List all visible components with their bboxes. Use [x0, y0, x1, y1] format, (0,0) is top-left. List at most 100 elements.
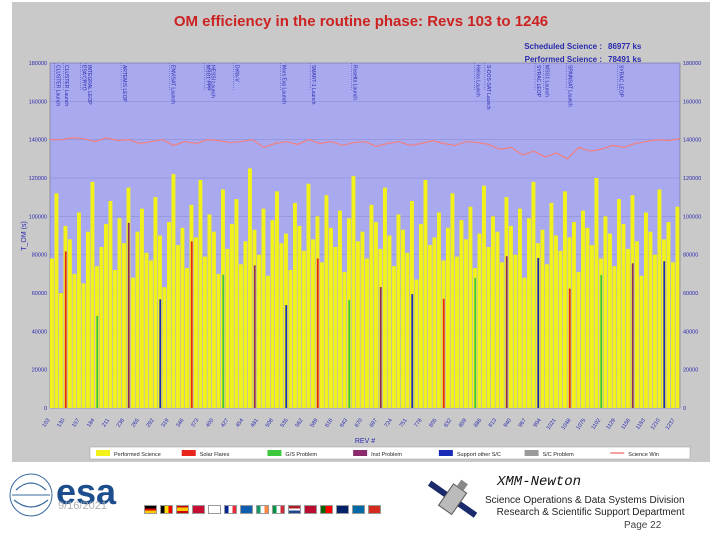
performed-science-bar	[527, 218, 531, 408]
y-tick-label: 60000	[32, 291, 47, 297]
performed-science-bar	[612, 266, 617, 408]
performed-science-bar	[198, 179, 203, 408]
event-label: S-DOS-SAT Launch	[485, 65, 491, 110]
x-tick-label: 1102	[591, 418, 603, 431]
performed-science-bar	[576, 271, 581, 408]
legend-swatch	[96, 450, 110, 456]
x-tick-label: 913	[488, 418, 498, 429]
x-tick-label: 1129	[605, 418, 617, 431]
performed-science-bar	[117, 218, 122, 408]
science-win-line-layer	[50, 137, 681, 160]
legend-label: Performed Science	[114, 452, 161, 458]
performed-science-bar	[414, 279, 419, 408]
performed-science-bar	[207, 214, 212, 408]
performed-science-bar	[225, 248, 230, 408]
performed-science-bar	[432, 237, 437, 408]
x-tick-label: 994	[533, 418, 543, 429]
y-axis-label: T_OM (s)	[21, 221, 28, 251]
performed-science-bar	[90, 181, 95, 408]
x-tick-label: 157	[71, 418, 81, 429]
performed-science-bar	[455, 256, 459, 408]
y2-tick-label: 140000	[683, 138, 701, 144]
performed-science-bar	[639, 275, 644, 408]
performed-science-bar	[450, 193, 455, 408]
performed-science-bar	[77, 212, 81, 408]
performed-science-bar	[279, 243, 284, 408]
legend-label: G/S Problem	[285, 452, 317, 458]
legend: Performed Science Solar Flares G/S Problem…	[89, 446, 691, 460]
performed-science-bar	[333, 247, 338, 408]
x-tick-label: 238	[116, 418, 126, 429]
interruption-bar	[159, 299, 162, 408]
performed-science-bar	[153, 197, 158, 408]
performed-science-bar	[495, 231, 500, 408]
performed-science-bar	[329, 227, 333, 408]
x-tick-label: 130	[56, 418, 66, 429]
performed-science-bar	[428, 245, 432, 408]
interruption-bar	[631, 263, 634, 408]
x-tick-label: 184	[86, 418, 96, 429]
performed-science-bar	[509, 225, 513, 408]
interruption-bar	[663, 261, 666, 408]
event-label: Rosetta Launch	[351, 65, 357, 100]
x-tick-label: 940	[503, 418, 513, 429]
performed-science-bar	[477, 233, 482, 408]
legend-swatch	[438, 450, 453, 456]
performed-science-bar	[369, 204, 374, 408]
event-label: SMART-1 Launch	[310, 65, 316, 105]
performed-science-bar	[617, 199, 621, 408]
performed-science-bar	[621, 224, 626, 408]
performed-science-bar	[590, 245, 594, 408]
y2-tick-label: 60000	[683, 291, 698, 297]
performed-science-bar	[59, 293, 63, 408]
flag-icon	[368, 505, 381, 514]
division-line-1: Science Operations & Data Systems Divisi…	[485, 495, 685, 506]
x-tick-label: 1021	[546, 418, 558, 431]
performed-science-bar	[387, 235, 392, 408]
esa-logo-text: esa	[56, 471, 117, 512]
flag-icon	[256, 505, 269, 514]
performed-science-bar	[50, 258, 54, 408]
performed-value: 78491 ks	[608, 55, 642, 64]
legend-label: Science Win	[628, 452, 659, 458]
performed-science-bar	[464, 239, 468, 408]
mission-name: XMM-Newton	[497, 474, 582, 490]
performed-science-bar	[234, 199, 239, 408]
science-win-line	[50, 137, 681, 160]
x-tick-label: 400	[205, 418, 215, 429]
y-tick-label: 100000	[29, 214, 47, 220]
event-label: SPAINSAT Launch	[566, 65, 572, 107]
performed-science-bar	[216, 273, 221, 408]
chart-frame: OM efficiency in the routine phase: Revs…	[12, 2, 710, 462]
event-label: Mars Exp Launch	[280, 65, 286, 104]
flag-icon	[272, 505, 285, 514]
y-tick-label: 180000	[29, 61, 47, 67]
x-tick-label: 967	[518, 418, 528, 429]
performed-label: Performed Science :	[525, 55, 602, 64]
performed-science-bar	[518, 208, 522, 408]
flag-icon	[288, 505, 301, 514]
y2-tick-label: 100000	[683, 214, 701, 220]
x-tick-label: 1210	[650, 418, 662, 431]
performed-science-bar	[302, 250, 306, 408]
event-label: Helios Launch	[474, 65, 480, 97]
performed-science-bar	[522, 277, 527, 408]
interruption-bar	[348, 299, 351, 408]
performed-science-bar	[581, 210, 585, 408]
interruption-bar	[190, 241, 193, 408]
performed-science-bar	[365, 258, 369, 408]
performed-science-bar	[144, 252, 149, 408]
legend-swatch	[181, 450, 196, 456]
flag-icon	[176, 505, 189, 514]
performed-science-bar	[86, 231, 90, 408]
performed-science-bar	[270, 220, 275, 408]
event-label: SYRAC LEOP	[535, 65, 541, 98]
performed-science-bar	[500, 262, 504, 408]
event-label: ARTEMIS LEOP	[121, 65, 127, 103]
performed-science-bar	[594, 178, 599, 408]
flag-icon	[192, 505, 205, 514]
x-tick-label: 292	[146, 418, 156, 429]
performed-science-bar	[657, 189, 662, 408]
division-line-2: Research & Scientific Support Department	[496, 507, 685, 518]
interruption-bar	[411, 294, 414, 408]
